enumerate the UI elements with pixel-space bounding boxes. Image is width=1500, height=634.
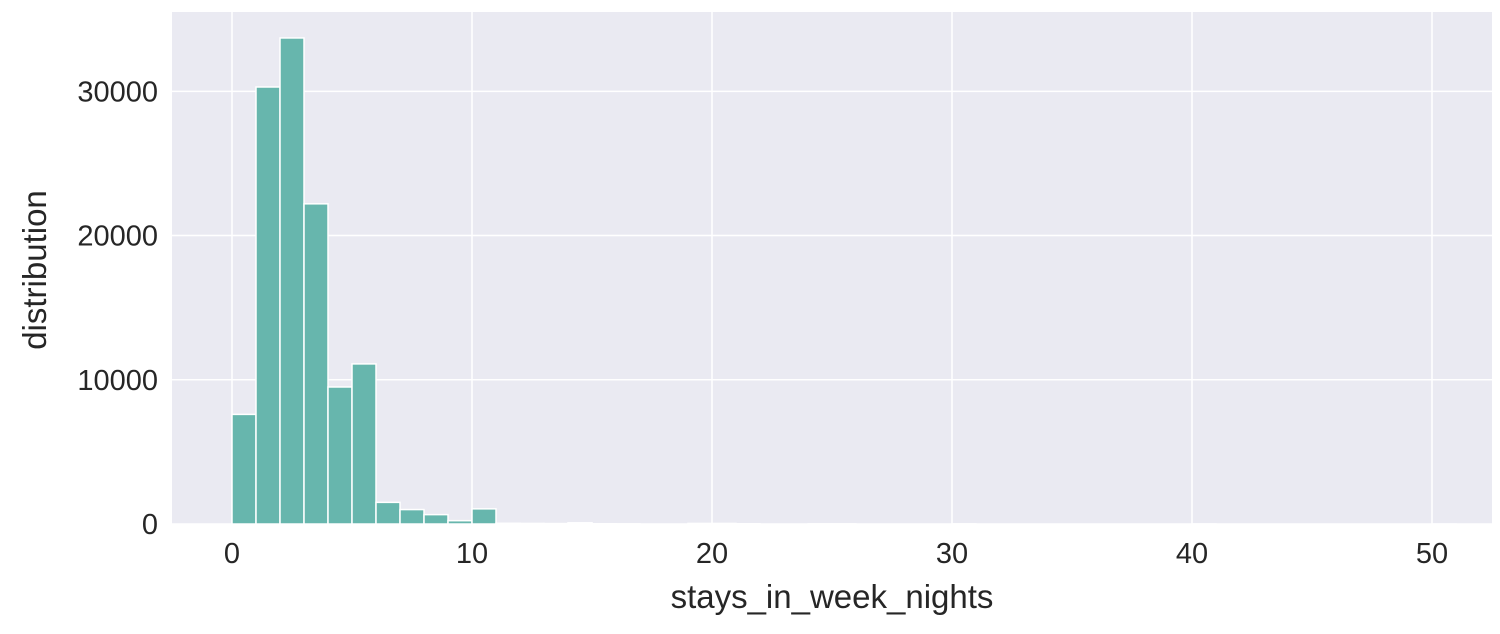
histogram-bar [423,513,449,525]
y-tick-label: 0 [142,509,158,541]
x-tick-label: 10 [456,538,488,570]
x-tick-labels: 0 10 20 30 40 50 [224,538,1448,570]
histogram-bar [567,522,593,525]
y-axis-title: distribution [16,190,53,350]
x-tick-label: 50 [1416,538,1448,570]
y-tick-labels: 0 10000 20000 30000 [77,76,158,541]
x-tick-label: 30 [936,538,968,570]
bars [231,37,1457,525]
x-axis-title: stays_in_week_nights [671,578,994,615]
x-tick-label: 40 [1176,538,1208,570]
histogram-bar [495,522,521,525]
x-tick-label: 0 [224,538,240,570]
histogram-bar [711,522,737,525]
histogram-bar [351,363,377,525]
y-tick-label: 30000 [77,76,158,108]
histogram-bar [303,203,329,525]
histogram-bar [447,519,473,525]
histogram-bar [687,522,713,525]
histogram-bar [327,386,353,525]
histogram-bar [231,413,257,525]
y-tick-label: 20000 [77,221,158,253]
histogram-bar [519,522,545,525]
histogram-bar [471,508,497,525]
x-tick-label: 20 [696,538,728,570]
histogram-bar [255,86,281,525]
grid-lines [172,12,1492,525]
y-tick-label: 10000 [77,365,158,397]
histogram-bar [399,508,425,525]
histogram-bar [375,501,401,525]
plot-area [172,12,1492,524]
histogram-bar [279,37,305,525]
